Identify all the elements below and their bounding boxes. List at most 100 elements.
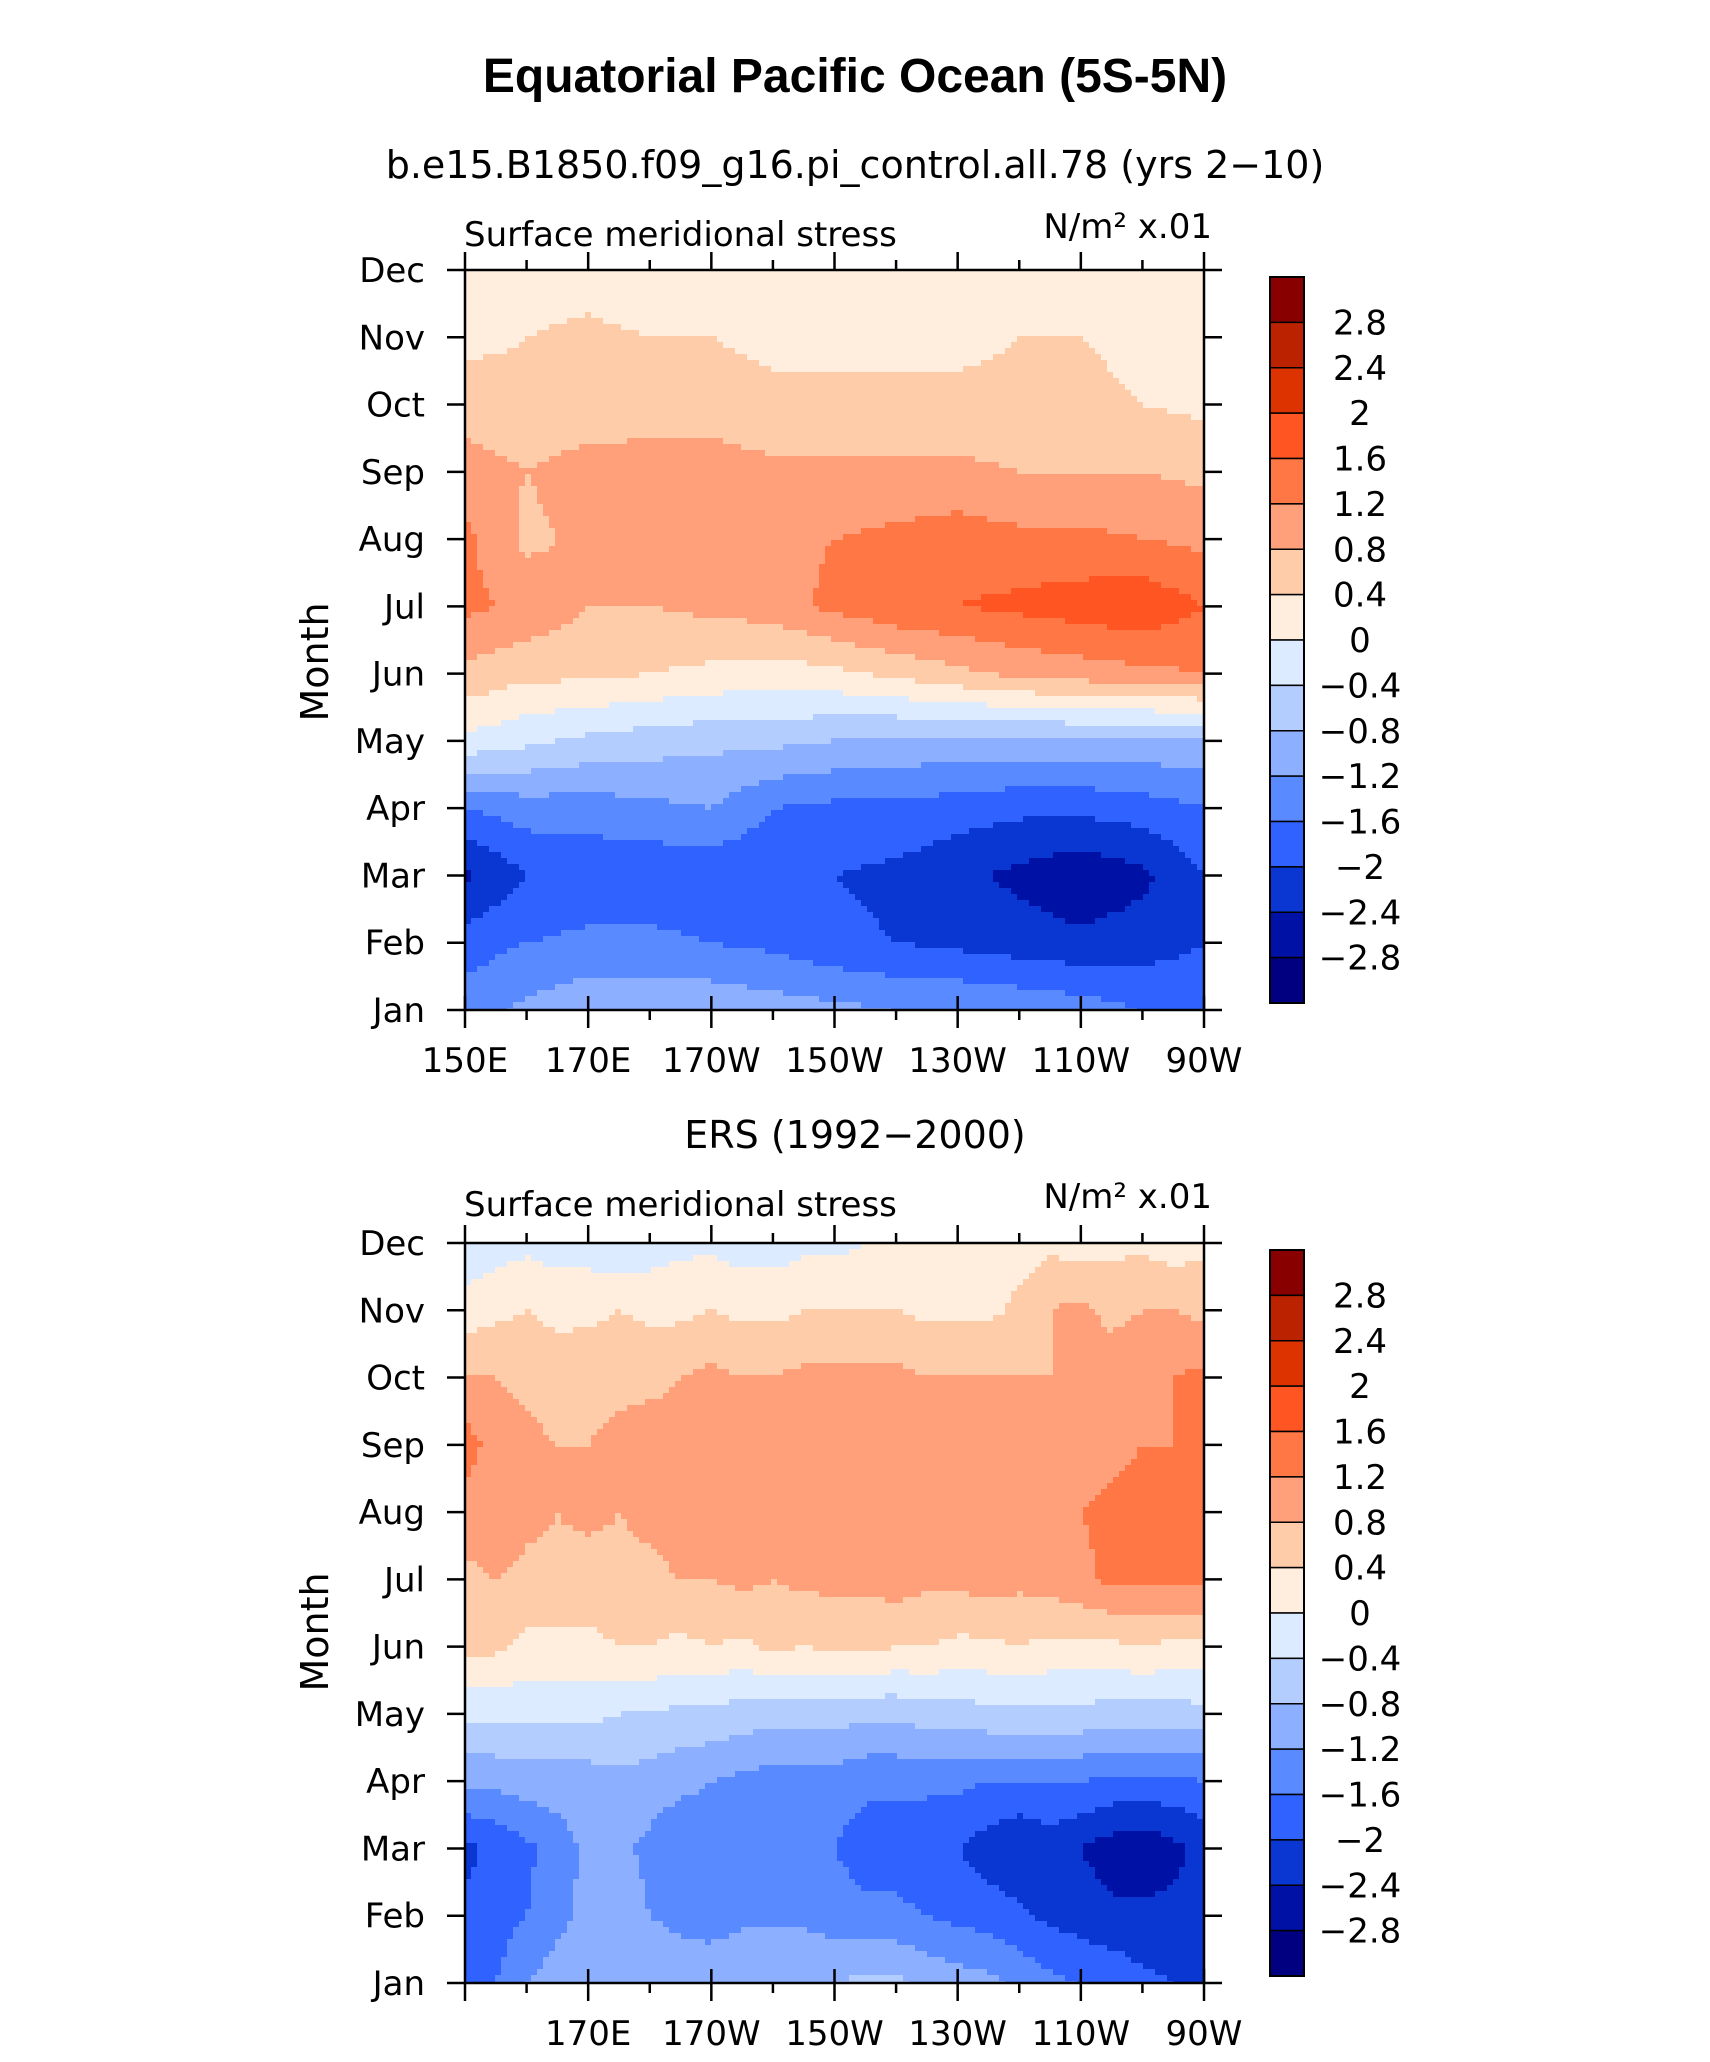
field-cell	[621, 402, 628, 409]
field-cell	[777, 306, 784, 313]
field-cell	[1107, 480, 1114, 487]
field-cell	[681, 414, 688, 421]
field-cell	[735, 438, 742, 445]
field-cell	[759, 492, 766, 499]
field-cell	[885, 402, 892, 409]
field-cell	[813, 474, 820, 481]
field-cell	[1095, 396, 1102, 403]
field-cell	[903, 498, 910, 505]
field-cell	[747, 402, 754, 409]
field-cell	[489, 426, 496, 433]
field-cell	[561, 306, 568, 313]
field-cell	[951, 366, 958, 373]
field-cell	[1143, 366, 1150, 373]
field-cell	[549, 510, 556, 517]
field-cell	[759, 300, 766, 307]
field-cell	[1023, 354, 1030, 361]
field-cell	[609, 450, 616, 457]
field-cell	[513, 366, 520, 373]
field-cell	[975, 474, 982, 481]
field-cell	[813, 306, 820, 313]
field-cell	[975, 396, 982, 403]
field-cell	[675, 294, 682, 301]
field-cell	[1185, 474, 1192, 481]
field-cell	[939, 300, 946, 307]
field-cell	[561, 426, 568, 433]
field-cell	[579, 498, 586, 505]
field-cell	[627, 396, 634, 403]
field-cell	[951, 276, 958, 283]
field-cell	[819, 354, 826, 361]
field-cell	[813, 348, 820, 355]
field-cell	[663, 366, 670, 373]
field-cell	[579, 420, 586, 427]
field-cell	[963, 270, 970, 277]
field-cell	[507, 408, 514, 415]
field-cell	[1017, 336, 1024, 343]
field-cell	[933, 426, 940, 433]
field-cell	[1005, 318, 1012, 325]
field-cell	[885, 498, 892, 505]
field-cell	[1059, 366, 1066, 373]
field-cell	[567, 336, 574, 343]
field-cell	[975, 378, 982, 385]
field-cell	[1137, 426, 1144, 433]
field-cell	[717, 474, 724, 481]
field-cell	[777, 498, 784, 505]
field-cell	[699, 450, 706, 457]
field-cell	[771, 480, 778, 487]
field-cell	[1197, 426, 1204, 433]
field-cell	[909, 504, 916, 511]
field-cell	[945, 360, 952, 367]
field-cell	[1149, 342, 1156, 349]
field-cell	[843, 408, 850, 415]
field-cell	[543, 312, 550, 319]
field-cell	[885, 276, 892, 283]
field-cell	[585, 372, 592, 379]
field-cell	[771, 450, 778, 457]
field-cell	[549, 408, 556, 415]
field-cell	[1167, 294, 1174, 301]
field-cell	[1167, 270, 1174, 277]
field-cell	[645, 414, 652, 421]
field-cell	[885, 354, 892, 361]
field-cell	[675, 444, 682, 451]
field-cell	[1101, 300, 1108, 307]
field-cell	[987, 312, 994, 319]
field-cell	[963, 462, 970, 469]
field-cell	[1179, 402, 1186, 409]
field-cell	[927, 498, 934, 505]
field-cell	[549, 456, 556, 463]
field-cell	[513, 348, 520, 355]
field-cell	[1137, 480, 1144, 487]
field-cell	[801, 504, 808, 511]
field-cell	[981, 336, 988, 343]
field-cell	[609, 396, 616, 403]
field-cell	[1011, 396, 1018, 403]
field-cell	[513, 378, 520, 385]
field-cell	[723, 324, 730, 331]
field-cell	[999, 372, 1006, 379]
field-cell	[927, 276, 934, 283]
field-cell	[567, 384, 574, 391]
field-cell	[633, 384, 640, 391]
field-cell	[1179, 306, 1186, 313]
field-cell	[681, 402, 688, 409]
field-cell	[1017, 342, 1024, 349]
field-cell	[1005, 306, 1012, 313]
field-cell	[483, 498, 490, 505]
field-cell	[807, 294, 814, 301]
field-cell	[1143, 408, 1150, 415]
field-cell	[1011, 306, 1018, 313]
field-cell	[765, 354, 772, 361]
field-cell	[705, 336, 712, 343]
field-cell	[1083, 456, 1090, 463]
field-cell	[1089, 402, 1096, 409]
field-cell	[627, 288, 634, 295]
field-cell	[903, 408, 910, 415]
field-cell	[1125, 390, 1132, 397]
field-cell	[813, 414, 820, 421]
field-cell	[1149, 426, 1156, 433]
field-cell	[897, 468, 904, 475]
field-cell	[807, 432, 814, 439]
